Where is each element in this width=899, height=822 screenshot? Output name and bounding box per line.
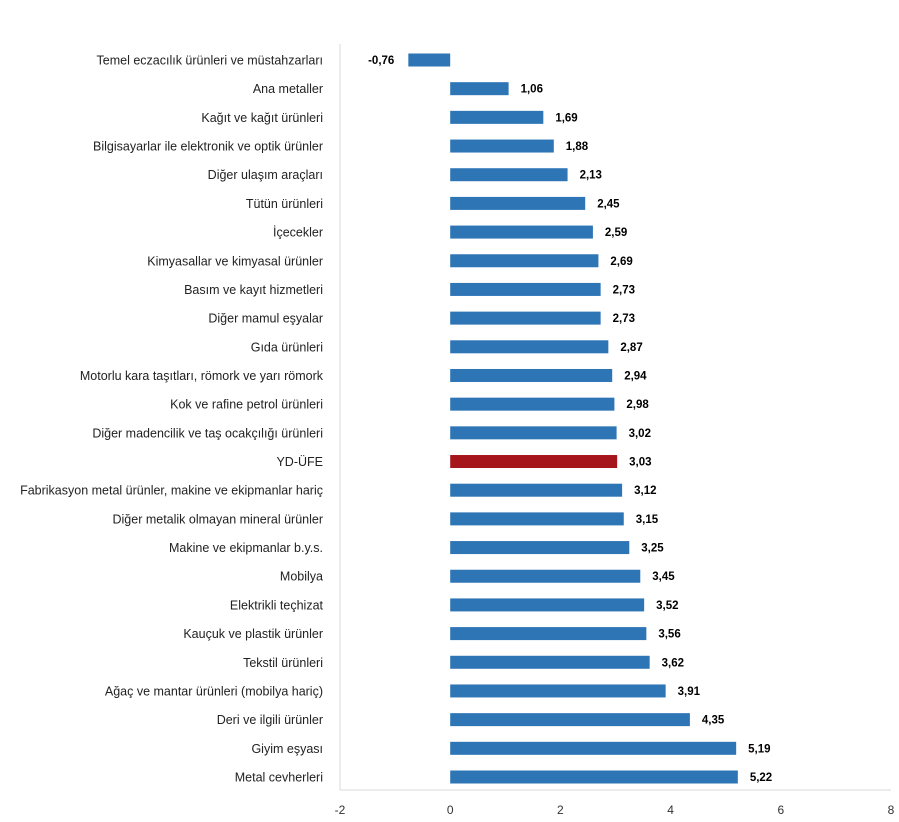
value-label: 2,45 [597,198,620,210]
bar [450,225,593,239]
bar [450,196,586,210]
value-label: 2,94 [624,370,647,382]
category-labels: Temel eczacılık ürünleri ve müstahzarlar… [20,54,324,785]
bar [450,770,738,784]
category-label: Diğer metalik olmayan mineral ürünler [113,512,324,526]
value-label: -0,76 [368,55,394,67]
value-label: 2,98 [626,399,649,411]
bar [450,684,666,698]
value-label: 2,13 [580,170,602,182]
value-label: 3,56 [658,629,680,641]
bar [450,82,509,96]
value-label: 2,73 [613,313,635,325]
x-axis-tick-labels: -2 0 2 4 6 8 [335,803,895,817]
value-label: 5,22 [750,772,772,784]
bar [450,713,690,727]
value-label: 4,35 [702,715,725,727]
value-label: 1,06 [521,84,543,96]
value-labels: -0,76 1,06 1,69 1,88 2,13 2,45 2,59 2,69 2,73 2,7… [368,55,772,784]
value-label: 3,91 [678,686,701,698]
x-tick-label: 6 [777,803,784,817]
bar [450,455,618,469]
bar [450,139,554,153]
bar [450,512,624,526]
category-label: Kok ve rafine petrol ürünleri [170,398,323,412]
category-label: Fabrikasyon metal ürünler, makine ve eki… [20,484,323,498]
category-label: Bilgisayarlar ile elektronik ve optik ür… [93,140,323,154]
value-label: 3,52 [656,600,678,612]
value-label: 3,62 [662,657,684,669]
x-tick-label: -2 [335,803,346,817]
bar [450,426,617,440]
category-label: Kağıt ve kağıt ürünleri [201,111,323,125]
category-label: Basım ve kayıt hizmetleri [184,283,323,297]
value-label: 3,15 [636,514,659,526]
category-label: Tütün ürünleri [246,197,323,211]
bar [408,53,451,67]
value-label: 1,88 [566,141,589,153]
value-label: 2,59 [605,227,627,239]
category-label: YD-ÜFE [276,455,323,469]
value-label: 3,45 [652,571,675,583]
category-label: Giyim eşyası [251,742,323,756]
category-label: Deri ve ilgili ürünler [217,713,323,727]
value-label: 5,19 [748,743,770,755]
category-label: Gıda ürünleri [251,340,323,354]
bar [450,311,601,325]
bar [450,254,599,268]
category-label: Mobilya [280,570,323,584]
bar [450,282,601,296]
category-label: Kimyasallar ve kimyasal ürünler [147,254,323,268]
category-label: Diğer ulaşım araçları [208,168,323,182]
x-tick-label: 0 [447,803,454,817]
category-label: Kauçuk ve plastik ürünler [183,627,323,641]
category-label: Metal cevherleri [235,771,323,785]
value-label: 2,87 [620,342,642,354]
x-tick-label: 8 [888,803,895,817]
category-label: Ana metaller [253,82,323,96]
x-tick-label: 2 [557,803,564,817]
bar [450,168,568,182]
bar [450,368,613,382]
bar [450,541,630,555]
value-label: 2,69 [610,256,632,268]
bar [450,655,650,669]
bar [450,110,544,124]
x-tick-label: 4 [667,803,674,817]
value-label: 1,69 [555,112,577,124]
category-label: Temel eczacılık ürünleri ve müstahzarlar… [97,54,323,68]
bar [450,598,645,612]
category-label: Diğer mamul eşyalar [208,312,323,326]
category-label: Elektrikli teçhizat [230,598,324,612]
category-label: İçecekler [273,226,323,240]
bar [450,627,647,641]
category-label: Tekstil ürünleri [243,656,323,670]
bar [450,741,737,755]
category-label: Motorlu kara taşıtları, römork ve yarı r… [80,369,324,383]
bar [450,483,623,497]
category-label: Makine ve ekipmanlar b.y.s. [169,541,323,555]
value-label: 3,12 [634,485,656,497]
value-label: 3,02 [629,428,651,440]
bar [450,397,615,411]
axis-layer [339,44,891,791]
bar-layer [408,53,738,784]
category-label: Ağaç ve mantar ürünleri (mobilya hariç) [105,684,323,698]
category-label: Diğer madencilik ve taş ocakçılığı ürünl… [92,426,323,440]
value-label: 3,25 [641,543,664,555]
value-label: 2,73 [613,284,635,296]
bar [450,340,609,354]
bar [450,569,641,583]
value-label: 3,03 [629,457,651,469]
